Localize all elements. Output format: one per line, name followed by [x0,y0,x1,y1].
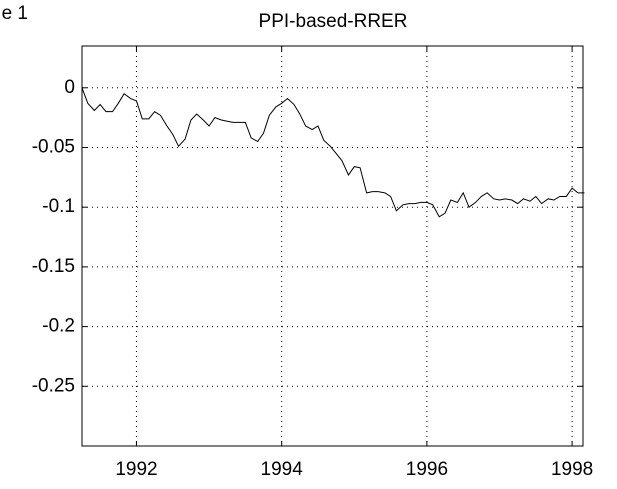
y-tick-label: -0.2 [42,316,75,337]
chart-title: PPI-based-RRER [259,11,408,32]
x-tick-label: 1998 [551,459,593,480]
y-tick-label: -0.1 [42,196,75,217]
y-tick-label: -0.05 [32,137,75,158]
y-tick-label: -0.15 [32,256,75,277]
x-tick-label: 1996 [406,459,448,480]
figure-label: e 1 [2,3,28,24]
data-line [81,87,585,218]
x-tick-label: 1994 [261,459,304,480]
y-tick-label: -0.25 [32,375,75,396]
y-tick-label: 0 [64,77,75,98]
plot-frame [81,45,584,447]
x-tick-label: 1992 [115,459,157,480]
